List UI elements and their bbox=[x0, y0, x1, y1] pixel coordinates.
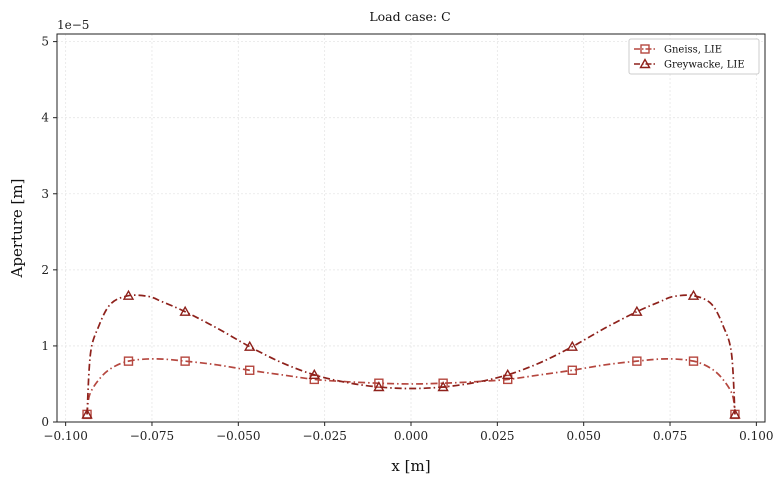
x-tick-label: 0.075 bbox=[653, 429, 687, 443]
x-tick-label: −0.075 bbox=[130, 429, 174, 443]
data-point bbox=[687, 289, 700, 300]
series-1 bbox=[81, 289, 741, 419]
x-tick-label: 0.025 bbox=[480, 429, 514, 443]
chart-title: Load case: C bbox=[369, 9, 450, 24]
legend: Gneiss, LIE Greywacke, LIE bbox=[628, 38, 760, 75]
legend-marker bbox=[639, 58, 651, 69]
data-point bbox=[81, 408, 93, 419]
data-point bbox=[179, 305, 191, 316]
legend-marker bbox=[640, 44, 650, 54]
legend-box bbox=[628, 38, 760, 75]
data-point bbox=[245, 365, 255, 375]
data-point bbox=[244, 340, 256, 351]
y-axis-title: Aperture [m] bbox=[8, 179, 26, 279]
y-tick-label: 0 bbox=[41, 415, 49, 429]
data-point bbox=[632, 356, 642, 366]
data-point bbox=[123, 356, 134, 366]
data-point bbox=[374, 378, 384, 388]
data-point bbox=[688, 356, 699, 366]
data-point bbox=[566, 340, 578, 351]
x-tick-label: −0.100 bbox=[43, 429, 87, 443]
data-point bbox=[308, 368, 320, 380]
legend-label: Gneiss, LIE bbox=[664, 45, 722, 56]
data-point bbox=[373, 381, 385, 392]
series-layer bbox=[81, 289, 741, 420]
y-tick-label: 5 bbox=[41, 35, 49, 49]
ticks: −0.100 −0.075 −0.050 −0.025 0.000 0.025 0.050 0… bbox=[41, 35, 773, 443]
x-tick-label: −0.050 bbox=[216, 429, 260, 443]
data-point bbox=[729, 408, 741, 419]
legend-entries: Gneiss, LIE Greywacke, LIE bbox=[634, 44, 745, 71]
legend-label: Greywacke, LIE bbox=[664, 60, 745, 71]
y-tick-label: 3 bbox=[41, 187, 49, 201]
x-axis-title: x [m] bbox=[391, 457, 430, 475]
data-point bbox=[502, 368, 514, 380]
data-point bbox=[122, 289, 135, 300]
x-tick-label: 0.050 bbox=[567, 429, 601, 443]
y-tick-label: 1 bbox=[41, 339, 49, 353]
data-point bbox=[631, 305, 643, 316]
data-point bbox=[503, 374, 513, 385]
grid bbox=[57, 34, 765, 423]
x-tick-label: 0.000 bbox=[394, 429, 428, 443]
data-point bbox=[180, 356, 190, 366]
series-line bbox=[86, 294, 736, 415]
x-tick-label: −0.025 bbox=[302, 429, 346, 443]
data-point bbox=[567, 365, 577, 375]
y-tick-label: 4 bbox=[41, 111, 49, 125]
x-tick-label: 0.100 bbox=[739, 429, 773, 443]
data-point bbox=[437, 381, 449, 392]
series-line bbox=[86, 357, 736, 415]
y-tick-label: 2 bbox=[41, 263, 49, 277]
y-offset-label: 1e−5 bbox=[57, 18, 89, 32]
